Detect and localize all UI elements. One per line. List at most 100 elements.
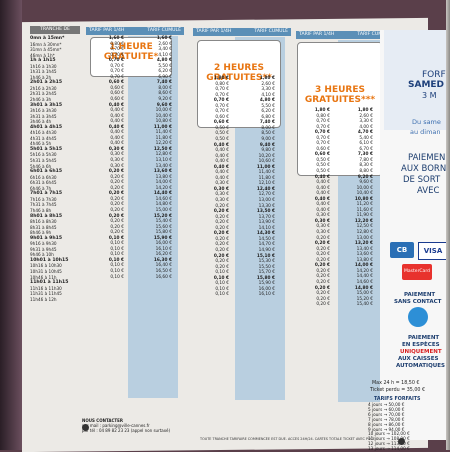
- tariff-value: 0,20 €: [316, 279, 330, 285]
- tariff-value: 0,40 €: [110, 141, 124, 147]
- tariff-value: 14,00 €: [354, 263, 373, 269]
- tariff-value: 5,50 €: [158, 63, 172, 69]
- tranche-row: 8h01 à 8h15: [30, 213, 63, 219]
- tariff-value: 15,10 €: [256, 253, 275, 259]
- tariff-value: 13,80 €: [356, 257, 373, 263]
- ticket-lost: Ticket perdu = 35,00 €: [370, 388, 426, 393]
- tranche-row: 9h01 à 9h15: [30, 235, 63, 241]
- tariff-value: 0,40 €: [316, 185, 330, 191]
- mastercard-logo: MasterCard: [402, 264, 432, 280]
- info-panel: FORF SAMED 3 M Du same au diman PAIEMEN …: [368, 30, 450, 451]
- tranche-row: 1h16 à 1h30: [30, 63, 57, 69]
- tariff-value: 0,50 €: [215, 131, 229, 137]
- tariff-value: 6,10 €: [359, 141, 373, 147]
- tariff-value: 0,10 €: [110, 241, 124, 247]
- tariff-value: 4,80 €: [259, 98, 275, 104]
- contactless-2: SANS CONTACT: [394, 299, 442, 305]
- tariff-value: 0,60 €: [316, 146, 330, 152]
- tariff-value: 12,80 €: [155, 152, 172, 158]
- tariff-value: 0,30 €: [215, 181, 229, 187]
- tariff-value: 0,40 €: [316, 191, 330, 197]
- tariff-value: 0,70 €: [108, 58, 124, 64]
- bornes-line-1: PAIEMEN: [408, 153, 446, 163]
- tariff-value: 10,20 €: [258, 153, 275, 159]
- tariff-value: 0,70 €: [314, 130, 330, 136]
- tariff-value: 0,10 €: [213, 275, 229, 281]
- tariff-value: 13,60 €: [153, 169, 172, 175]
- tariff-value: 16,50 €: [155, 268, 172, 274]
- tariff-value: 6,80 €: [261, 114, 275, 120]
- tariff-value: 0,20 €: [213, 209, 229, 215]
- tariff-value: 15,40 €: [356, 302, 373, 308]
- tariff-value: 6,90 €: [158, 74, 172, 80]
- tariff-value: 0,10 €: [215, 270, 229, 276]
- tariff-value: 13,60 €: [356, 252, 373, 258]
- tariff-value: 0,30 €: [108, 146, 124, 152]
- tariff-value: 0,40 €: [316, 207, 330, 213]
- tariff-value: 8,00 €: [261, 125, 275, 131]
- tariff-value: 15,80 €: [256, 275, 275, 281]
- tariff-value: 6,20 €: [261, 109, 275, 115]
- tariff-value: 0,40 €: [108, 124, 124, 130]
- tariff-value: 11,60 €: [356, 207, 373, 213]
- tariff-value: 0,20 €: [316, 296, 330, 302]
- tariff-value: 0,60 €: [110, 97, 124, 103]
- left-wall: [0, 0, 22, 450]
- tariff-value: 10,80 €: [155, 119, 172, 125]
- cash-4: AUX CAISSES: [398, 356, 439, 362]
- tariff-value: 10,00 €: [155, 108, 172, 114]
- tariff-value: 14,80 €: [155, 202, 172, 208]
- tariff-value: 0,40 €: [110, 119, 124, 125]
- tranche-row: 10h31 à 10h45: [30, 268, 62, 274]
- col2-header-right: TARIF CUMULÉ: [254, 29, 288, 34]
- tariff-value: 14,40 €: [356, 274, 373, 280]
- tariff-value: 14,60 €: [155, 196, 172, 202]
- tariff-value: 0,20 €: [314, 285, 330, 291]
- tariff-value: 0,60 €: [110, 91, 124, 97]
- tranche-row: 11h46 à 12h: [30, 296, 57, 302]
- forfait-sub-2: au diman: [410, 128, 441, 136]
- tariff-value: 15,90 €: [153, 235, 172, 241]
- tariff-value: 9,80 €: [261, 148, 275, 154]
- max-24h: Max 24 h = 18,50 €: [372, 381, 420, 386]
- col1-cumul-values: 1,60 €2,60 €3,40 €4,10 €4,80 €5,50 €6,20…: [140, 36, 172, 280]
- tariff-value: 0,80 €: [316, 113, 330, 119]
- tariff-value: 0,70 €: [110, 52, 124, 58]
- tariff-value: 4,10 €: [261, 92, 275, 98]
- tariff-value: 12,20 €: [354, 218, 373, 224]
- tariff-value: 8,30 €: [359, 163, 373, 169]
- tariff-value: 0,10 €: [110, 263, 124, 269]
- tariff-value: 14,30 €: [256, 231, 275, 237]
- tariff-value: 4,70 €: [357, 130, 373, 136]
- tariff-value: 0,20 €: [215, 242, 229, 248]
- tariff-value: 0,40 €: [215, 148, 229, 154]
- tranche-row: 6h16 à 6h30: [30, 174, 57, 180]
- col1-header-left: TARIF PAR 1/4H: [89, 28, 125, 33]
- tranche-list: 0mn à 15mn* 16mn à 30mn* 31mn à 45mn* 46mn …: [30, 36, 68, 302]
- tariff-value: 5,50 €: [261, 103, 275, 109]
- tranche-row: 2h16 à 2h30: [30, 85, 57, 91]
- tariff-value: 13,00 €: [258, 198, 275, 204]
- tariff-value: 0,10 €: [110, 274, 124, 280]
- tariff-value: 6,20 €: [158, 69, 172, 75]
- tranche-row: 9h16 à 9h30: [30, 241, 57, 247]
- tranche-row: 9h46 à 10h: [30, 252, 54, 258]
- tariff-value: 0,20 €: [108, 213, 124, 219]
- cash-1: PAIEMENT: [408, 335, 440, 341]
- col2-cumul-values: 1,80 €2,60 €3,30 €4,10 €4,80 €5,50 €6,20…: [243, 76, 275, 298]
- tariff-value: 0,60 €: [314, 152, 330, 158]
- tariff-value: 3,30 €: [359, 119, 373, 125]
- tariff-value: 0,70 €: [316, 135, 330, 141]
- tariff-value: 0,20 €: [110, 196, 124, 202]
- tariff-value: 0,40 €: [316, 202, 330, 208]
- tariff-value: 15,20 €: [356, 296, 373, 302]
- footer-title: NOUS CONTACTER: [82, 418, 123, 423]
- footer-note: TOUTE TRANCHE TARIFAIRE COMMENCÉE EST DU…: [200, 437, 375, 441]
- tariff-value: 9,20 €: [158, 97, 172, 103]
- tariff-value: 0,40 €: [108, 102, 124, 108]
- tranche-row: 5h01 à 5h15: [30, 146, 63, 152]
- tariff-value: 0,20 €: [316, 246, 330, 252]
- forfait-item: 10 jours → 102,00 €: [368, 431, 410, 437]
- forfait-item: 4 jours → 50,00 €: [368, 402, 405, 407]
- tranche-row: 10h16 à 10h30: [30, 263, 62, 269]
